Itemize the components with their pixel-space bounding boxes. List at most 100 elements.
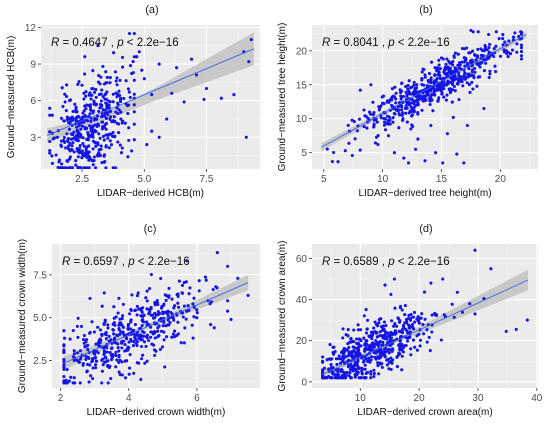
scatter-point (409, 127, 413, 131)
scatter-point (384, 324, 388, 328)
x-tick-label: 5 (321, 174, 327, 185)
scatter-point (76, 114, 80, 118)
scatter-point (519, 46, 524, 50)
scatter-point (413, 345, 417, 349)
scatter-point (445, 93, 449, 97)
scatter-point (135, 304, 139, 308)
scatter-point (451, 115, 455, 119)
scatter-point (427, 335, 431, 339)
y-axis-label: Ground−measured HCB(m) (6, 36, 17, 159)
scatter-point (373, 141, 378, 145)
scatter-point (381, 342, 385, 347)
scatter-point (180, 311, 185, 315)
scatter-point (372, 375, 376, 379)
scatter-point (372, 368, 376, 372)
scatter-point (422, 67, 426, 72)
scatter-point (382, 102, 386, 106)
scatter-point (375, 335, 379, 339)
scatter-point (176, 320, 180, 324)
scatter-point (69, 375, 73, 379)
scatter-point (349, 376, 353, 380)
scatter-point (330, 159, 334, 164)
scatter-point (452, 55, 456, 59)
scatter-point (455, 82, 459, 86)
scatter-point (393, 322, 397, 326)
scatter-point (429, 78, 433, 82)
scatter-point (479, 61, 483, 65)
scatter-point (132, 110, 136, 114)
scatter-point (92, 128, 97, 132)
scatter-point (72, 352, 76, 356)
scatter-point (129, 318, 133, 322)
scatter-point (105, 350, 109, 354)
scatter-point (400, 113, 404, 117)
scatter-point (420, 82, 424, 87)
scatter-point (208, 302, 212, 306)
scatter-point (107, 334, 111, 338)
scatter-point (113, 134, 117, 138)
scatter-point (115, 95, 119, 99)
scatter-point (492, 54, 496, 59)
scatter-point (157, 135, 161, 139)
scatter-point (501, 33, 505, 37)
scatter-point (69, 137, 73, 141)
scatter-point (470, 68, 475, 72)
scatter-point (112, 120, 116, 124)
scatter-point (482, 69, 486, 73)
stat-value: < 2.2e−16 (395, 256, 450, 268)
scatter-point (471, 49, 475, 53)
scatter-point (392, 151, 396, 155)
scatter-point (429, 80, 433, 84)
scatter-point (393, 332, 397, 336)
scatter-point (80, 151, 84, 155)
scatter-point (140, 310, 144, 314)
scatter-point (90, 360, 94, 364)
scatter-point (180, 283, 185, 287)
scatter-point (83, 55, 87, 59)
scatter-point (439, 82, 444, 86)
scatter-point (420, 77, 424, 81)
scatter-point (60, 86, 64, 90)
scatter-point (102, 291, 106, 295)
scatter-point (104, 97, 108, 101)
scatter-point (439, 84, 443, 89)
scatter-point (126, 324, 130, 328)
scatter-point (91, 124, 95, 128)
scatter-point (106, 381, 110, 385)
scatter-point (369, 343, 373, 347)
scatter-point (447, 69, 451, 73)
scatter-point (426, 93, 430, 97)
scatter-point (430, 313, 434, 317)
scatter-point (117, 355, 121, 359)
scatter-point (378, 361, 382, 365)
scatter-point (421, 95, 425, 99)
x-tick-label: 20 (414, 393, 426, 404)
scatter-point (247, 60, 251, 64)
scatter-point (476, 30, 480, 34)
y-tick-label: 12 (25, 23, 37, 34)
scatter-point (177, 279, 181, 283)
scatter-point (343, 373, 347, 377)
scatter-point (452, 315, 456, 319)
scatter-point (65, 368, 69, 372)
scatter-point (504, 49, 508, 53)
scatter-point (401, 94, 406, 99)
scatter-point (513, 31, 517, 35)
x-tick-label: 30 (472, 393, 484, 404)
data-layer (47, 31, 254, 169)
scatter-point (91, 69, 95, 73)
scatter-point (68, 99, 72, 103)
scatter-point (515, 42, 519, 46)
x-tick-label: 7.5 (200, 174, 214, 185)
scatter-point (232, 93, 236, 97)
scatter-point (428, 99, 432, 103)
scatter-point (183, 326, 187, 330)
scatter-point (111, 166, 115, 169)
scatter-point (421, 322, 425, 327)
scatter-point (127, 366, 132, 370)
scatter-point (445, 57, 449, 61)
scatter-point (89, 127, 93, 131)
scatter-point (80, 117, 84, 121)
scatter-point (144, 344, 148, 348)
scatter-point (135, 55, 139, 59)
